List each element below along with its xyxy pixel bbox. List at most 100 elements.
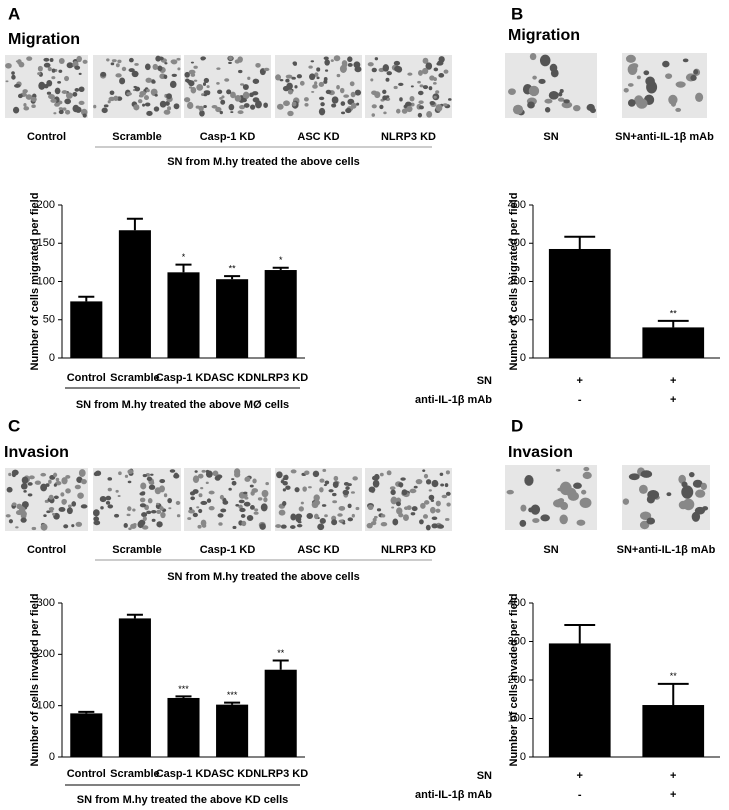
cell [250,104,256,110]
cell [324,480,330,485]
cell [121,66,127,72]
cell [675,107,682,112]
cell [40,483,48,492]
cell [678,474,686,484]
cell [144,102,151,107]
cell [243,103,250,108]
cell [428,489,432,492]
cell [261,489,269,498]
cell [275,74,282,81]
cell [58,107,64,111]
cell [259,523,266,530]
cell [379,472,384,477]
cell [111,59,117,63]
cell [152,63,159,71]
condition-cell: + [670,375,676,387]
cell [285,485,291,490]
cell [228,487,232,491]
cell [20,512,27,519]
cell [244,496,249,500]
cell [23,106,30,111]
cell [146,88,150,93]
cell [413,485,418,489]
cell [215,106,222,113]
cell [532,518,540,523]
cell [351,513,355,518]
cell [639,511,652,521]
cell [435,90,440,94]
cell [310,60,315,63]
cell [150,509,157,514]
cell [423,473,429,479]
cell [95,470,102,476]
cell [285,78,290,83]
cell [573,104,581,112]
x-tick-label: Control [67,768,106,780]
cell [693,69,699,75]
cell [303,97,309,102]
cell [345,486,350,491]
x-tick-label: NLRP3 KD [253,768,308,780]
cell [336,73,341,78]
cell [368,486,376,493]
cell [203,77,210,84]
significance: *** [178,684,189,694]
cell [157,65,163,72]
cell [235,503,240,507]
cell [205,481,209,485]
cell [353,61,361,69]
cell [393,60,401,66]
cell [126,513,131,517]
cell [409,96,415,102]
cell [117,494,121,498]
cell [445,470,450,475]
cell [589,107,596,114]
cell [72,91,78,97]
y-axis-label: Number of cells migrated per field [508,193,520,371]
condition-cell: + [577,375,583,387]
cell [323,483,327,487]
cell [184,97,191,103]
cell [173,103,180,110]
cell [205,469,210,474]
cell [61,499,67,505]
cell [93,104,97,109]
cell [78,72,82,75]
cell [294,487,300,493]
cell [234,95,242,102]
cell [200,486,204,490]
cell [399,97,403,102]
cell [232,525,237,530]
cell [331,519,338,526]
cell [48,507,55,511]
cell [563,99,570,104]
cell [448,98,452,101]
cell [110,62,115,66]
group-label: SN from M.hy treated the above cells [167,571,360,583]
cell [177,67,181,71]
y-tick-label: 400 [508,199,526,211]
cell [252,78,260,84]
cell [238,69,243,74]
cell [275,524,282,528]
bar [216,279,249,358]
cell [318,96,325,101]
cell [263,67,270,72]
cell [48,479,52,484]
cell [422,514,429,519]
cell [163,493,168,498]
cell [239,507,246,513]
cell [141,512,148,518]
cell [435,508,441,513]
cell [57,81,62,84]
cell [200,500,208,506]
cell [140,482,147,490]
cell [71,524,75,528]
cell [14,83,21,88]
cell [74,88,80,92]
cell [15,60,20,63]
cell [293,62,297,66]
cell [528,85,540,97]
cell [75,521,83,527]
